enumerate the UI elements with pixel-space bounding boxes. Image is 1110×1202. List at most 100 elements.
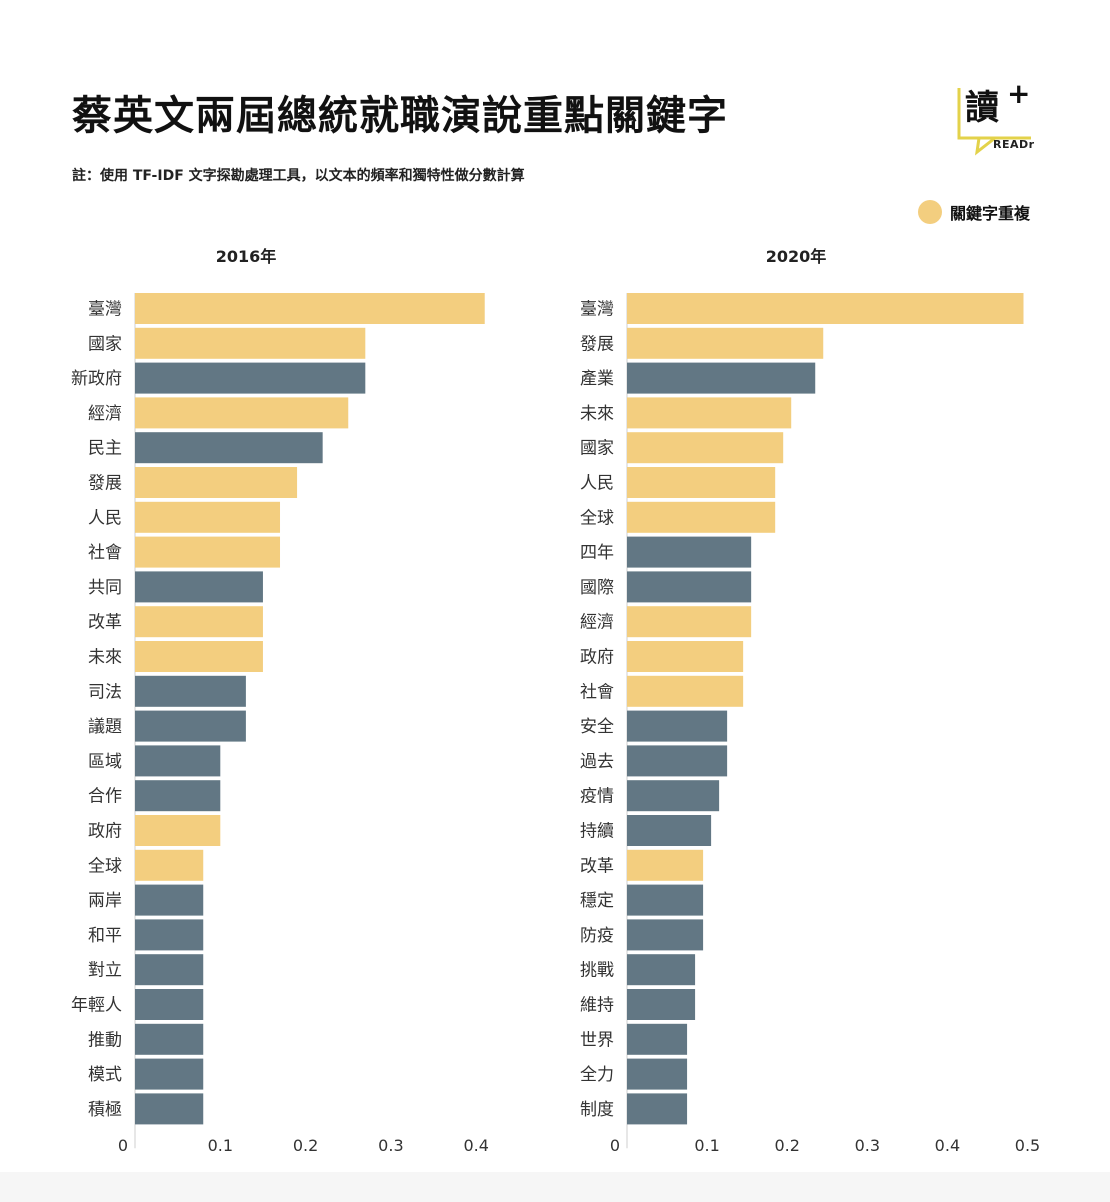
bar: [135, 606, 263, 638]
category-label: 政府: [88, 822, 122, 842]
x-tick-label: 0.4: [463, 1136, 488, 1155]
category-label: 未來: [580, 404, 614, 424]
x-tick-label: 0.3: [855, 1136, 880, 1155]
bar: [135, 327, 366, 359]
x-tick-label: 0: [610, 1136, 620, 1155]
bar: [135, 815, 221, 846]
bar: [135, 919, 204, 951]
category-label: 臺灣: [580, 300, 614, 320]
bar: [627, 884, 704, 916]
bar: [135, 432, 323, 464]
bar: [135, 536, 281, 568]
bar: [135, 849, 204, 881]
x-tick-label: 0: [118, 1136, 128, 1155]
x-tick-label: 0.3: [378, 1136, 403, 1155]
readr-logo: 讀 + READr: [955, 80, 1035, 156]
chart-title: 2016年: [216, 247, 277, 266]
category-label: 對立: [88, 961, 122, 981]
category-label: 和平: [88, 926, 122, 946]
category-label: 發展: [88, 474, 122, 494]
category-label: 持續: [580, 822, 614, 842]
bar: [135, 675, 246, 707]
bar: [627, 501, 776, 533]
bar: [627, 675, 744, 707]
bar: [135, 884, 204, 916]
category-label: 區域: [88, 752, 122, 772]
logo-character: 讀: [965, 88, 999, 128]
category-label: 議題: [88, 717, 122, 737]
bar: [135, 501, 281, 533]
bar: [627, 293, 1024, 324]
bar: [627, 362, 816, 394]
category-label: 產業: [580, 369, 614, 389]
category-label: 國家: [88, 334, 122, 354]
category-label: 四年: [580, 543, 614, 563]
legend-swatch-repeated: [917, 200, 942, 224]
bar: [627, 1058, 688, 1090]
bar: [135, 467, 298, 498]
category-label: 制度: [580, 1100, 614, 1120]
bar: [627, 571, 752, 603]
bar: [135, 780, 221, 812]
category-label: 維持: [580, 996, 614, 1016]
bar: [627, 641, 744, 672]
logo-plus-icon: +: [1007, 77, 1031, 110]
category-label: 未來: [88, 648, 122, 668]
x-tick-label: 0.2: [293, 1136, 318, 1155]
bar: [627, 327, 824, 359]
chart-title: 2020年: [766, 247, 827, 266]
category-label: 經濟: [580, 613, 614, 633]
bar: [627, 1023, 688, 1055]
bar: [135, 362, 366, 394]
category-label: 人民: [88, 508, 122, 528]
logo-frame-icon: [957, 88, 1031, 156]
bar: [135, 1093, 204, 1125]
category-label: 挑戰: [580, 961, 614, 981]
bar: [627, 745, 728, 777]
bar: [627, 397, 792, 429]
chart-note: 註：使用 TF-IDF 文字探勘處理工具，以文本的頻率和獨特性做分數計算: [72, 168, 525, 184]
bar: [135, 641, 263, 672]
bar: [627, 432, 784, 464]
category-label: 安全: [580, 717, 614, 737]
category-label: 全力: [580, 1065, 614, 1085]
category-label: 改革: [580, 856, 614, 876]
category-label: 年輕人: [71, 996, 122, 1016]
bar: [627, 780, 720, 812]
category-label: 國際: [580, 578, 614, 598]
chart-legend: 關鍵字重複: [917, 200, 1030, 224]
category-label: 共同: [88, 578, 122, 598]
bar: [135, 710, 246, 742]
category-label: 司法: [88, 682, 122, 702]
category-label: 全球: [580, 508, 614, 528]
category-label: 世界: [580, 1030, 614, 1050]
logo-wordmark: READr: [993, 138, 1035, 151]
category-label: 政府: [580, 648, 614, 668]
category-label: 全球: [88, 856, 122, 876]
bar: [135, 397, 349, 429]
category-label: 臺灣: [88, 300, 122, 320]
category-label: 過去: [580, 752, 614, 772]
category-label: 人民: [580, 474, 614, 494]
bar: [135, 1058, 204, 1090]
x-tick-label: 0.2: [774, 1136, 799, 1155]
category-label: 民主: [88, 439, 122, 459]
bar: [135, 954, 204, 986]
bar: [135, 293, 485, 324]
bar: [627, 710, 728, 742]
bar: [627, 954, 696, 986]
legend-label-repeated: 關鍵字重複: [949, 204, 1030, 223]
bar: [627, 919, 704, 951]
category-label: 社會: [88, 543, 122, 563]
category-label: 新政府: [71, 369, 122, 389]
bar: [135, 571, 263, 603]
bar: [627, 606, 752, 638]
category-label: 穩定: [580, 891, 614, 911]
category-label: 合作: [88, 787, 122, 807]
bar: [135, 745, 221, 777]
bar: [627, 467, 776, 498]
category-label: 改革: [88, 613, 122, 633]
bar: [627, 536, 752, 568]
x-tick-label: 0.1: [208, 1136, 233, 1155]
bar: [627, 815, 712, 846]
